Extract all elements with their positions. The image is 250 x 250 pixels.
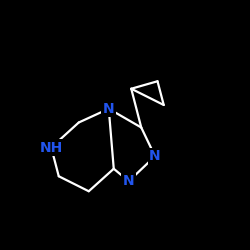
Text: NH: NH (40, 140, 63, 154)
Text: N: N (149, 149, 161, 163)
Text: N: N (123, 174, 134, 188)
Text: N: N (103, 102, 115, 116)
